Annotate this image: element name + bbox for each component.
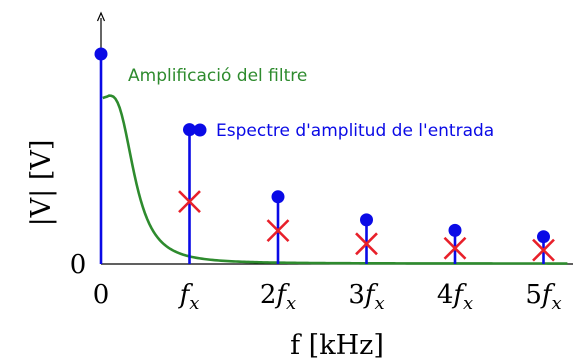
filter-amplification-curve (102, 94, 568, 265)
stem-point-1 (183, 123, 196, 137)
x-axis-label: f [kHz] (290, 330, 384, 361)
input-spectrum-series-label: Espectre d'amplitud de l'entrada (216, 121, 494, 141)
stem-point-2 (271, 190, 285, 204)
x-tick-labels: 0 fx 2fx 3fx 4fx 5fx (93, 280, 562, 314)
input-spectrum-legend-marker (193, 123, 207, 137)
x-tick-label-4: 4fx (437, 280, 473, 314)
x-tick-label-3: 3fx (348, 280, 384, 314)
output-amplitude-markers (178, 190, 555, 262)
output-marker-5 (532, 238, 555, 262)
stem-point-0 (94, 47, 108, 61)
stem-point-3 (360, 213, 373, 227)
filter-series-label: Amplificació del filtre (128, 66, 307, 86)
x-tick-label-5: 5fx (525, 280, 561, 314)
x-tick-label-0: 0 (93, 280, 110, 310)
y-axis-label: |V| [V] (26, 140, 57, 227)
x-tick-label-1: fx (178, 280, 200, 314)
y-axis-arrow-icon (96, 11, 106, 22)
input-spectrum-stems (94, 47, 550, 264)
stem-point-4 (448, 223, 462, 237)
y-tick-label-0: 0 (70, 250, 87, 280)
output-marker-3 (355, 232, 378, 256)
output-marker-2 (266, 219, 290, 243)
x-tick-label-2: 2fx (260, 280, 296, 314)
stem-point-5 (537, 230, 550, 244)
output-marker-1 (178, 190, 201, 214)
output-marker-4 (443, 236, 467, 260)
